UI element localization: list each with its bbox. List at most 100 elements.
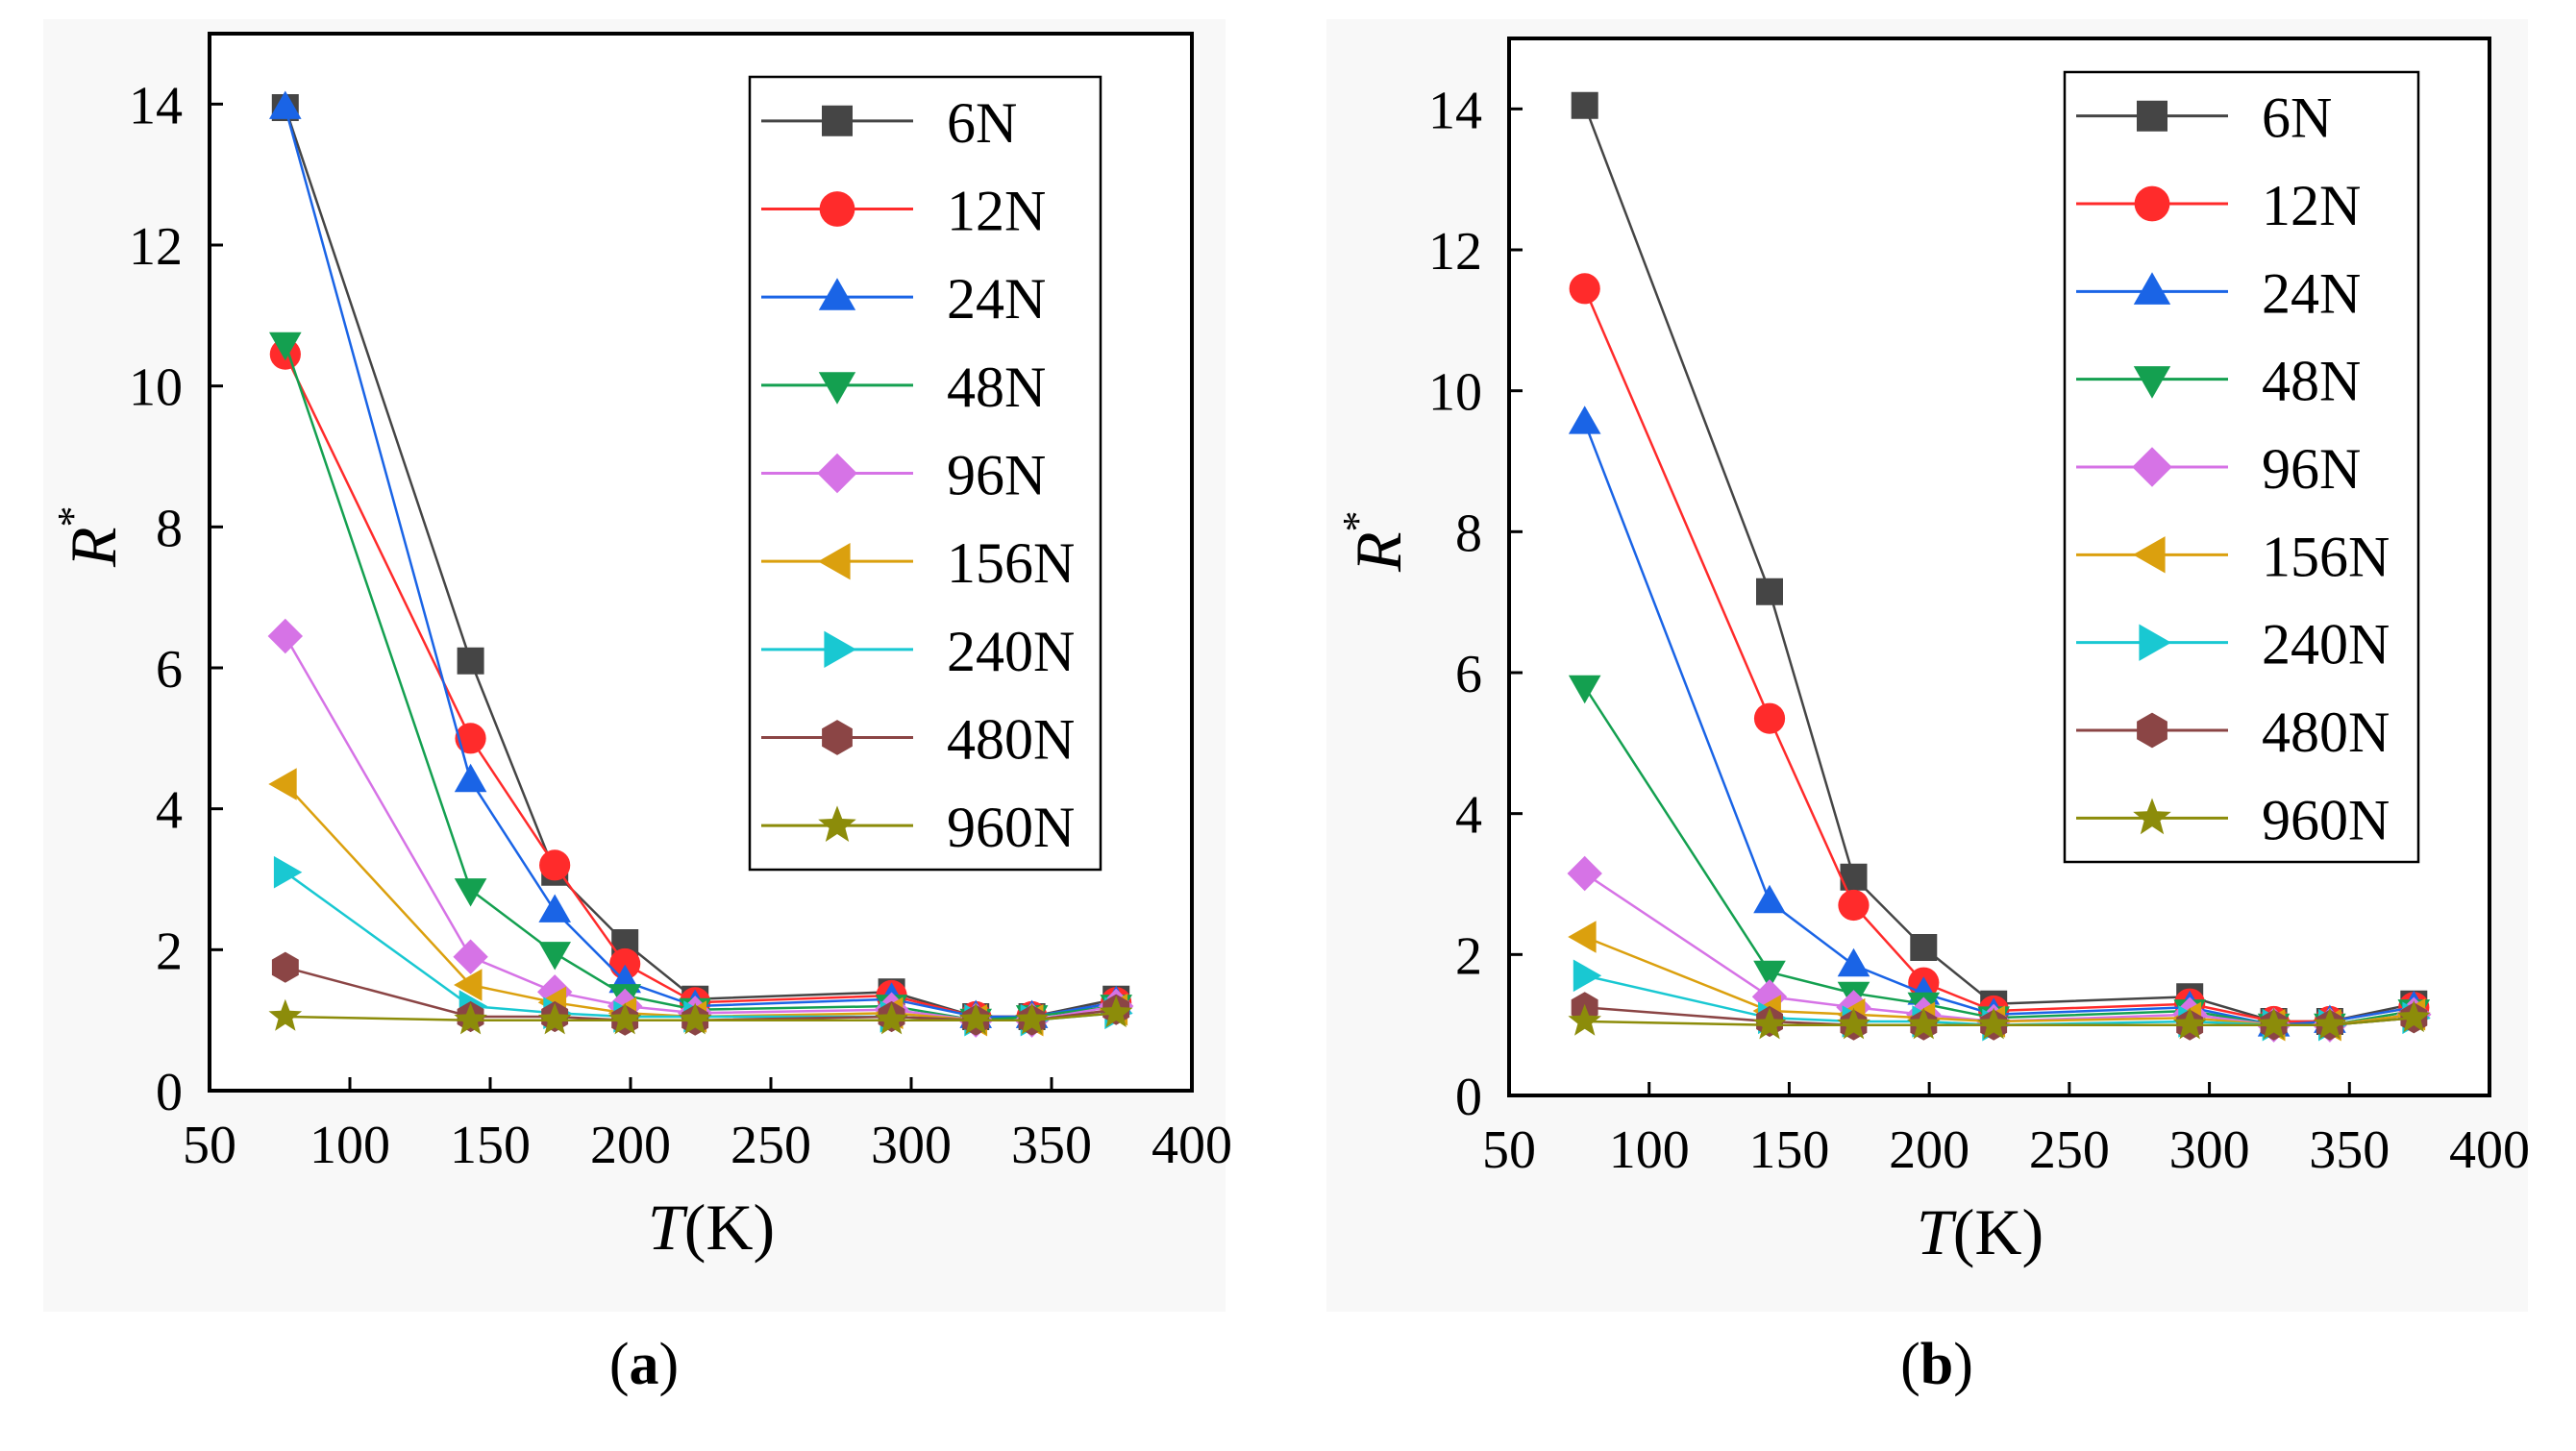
data-point-960N [268, 998, 303, 1031]
y-axis-label: R* [1334, 510, 1415, 573]
data-point-96N [1567, 855, 1602, 892]
data-point-960N [1976, 1007, 2011, 1040]
data-point-48N [454, 878, 487, 907]
x-tick-label: 100 [1609, 1120, 1690, 1180]
legend-label-24N: 24N [2262, 261, 2361, 325]
legend-marker-156N [2133, 536, 2166, 574]
legend-marker-480N [2137, 712, 2167, 749]
legend-marker-24N [818, 278, 856, 310]
data-point-48N [269, 332, 302, 361]
data-point-960N [2172, 1007, 2207, 1040]
x-tick-label: 150 [1748, 1120, 1829, 1180]
legend-marker-240N [824, 630, 856, 668]
data-point-6N [457, 647, 484, 675]
data-point-12N [455, 723, 486, 754]
panel-a-caption: (a) [608, 1332, 680, 1397]
y-tick-label: 12 [1428, 222, 1482, 282]
data-point-12N [609, 947, 641, 980]
data-point-480N [271, 951, 299, 983]
data-point-12N [1753, 702, 1786, 734]
x-tick-label: 300 [871, 1116, 952, 1175]
x-axis-label: T(K) [1917, 1195, 2043, 1268]
legend-marker-12N [2134, 185, 2170, 222]
x-tick-label: 50 [1482, 1120, 1536, 1180]
data-point-96N [267, 618, 303, 654]
x-axis-label: T(K) [648, 1191, 775, 1264]
x-tick-label: 400 [2449, 1120, 2530, 1180]
chart-panel-a: 50 100 150 200 250 300 350 400 0 2 4 6 8 10 12 14 T(K) R*… [49, 32, 1232, 1264]
legend-label-24N: 24N [947, 267, 1046, 331]
x-tick-label: 150 [450, 1116, 531, 1175]
x-tick-label: 350 [2309, 1120, 2390, 1180]
legend-label-960N: 960N [947, 796, 1075, 859]
data-point-240N [1573, 959, 1602, 993]
data-point-6N [1840, 863, 1868, 891]
data-point-960N [454, 1002, 487, 1035]
data-point-48N [538, 942, 571, 971]
legend: 6N 12N 24N 48N 96N 156N 240N 480N 960N [748, 75, 1102, 872]
data-point-960N [2257, 1007, 2291, 1040]
data-point-960N [2397, 1000, 2431, 1033]
data-point-960N [1099, 996, 1133, 1028]
legend-label-240N: 240N [947, 620, 1075, 683]
data-point-24N [454, 763, 487, 793]
x-tick-label: 200 [1889, 1120, 1969, 1180]
y-tick-label: 2 [156, 922, 183, 981]
legend-label-96N: 96N [947, 444, 1046, 507]
legend-label-12N: 12N [947, 180, 1046, 243]
legend-label-480N: 480N [947, 708, 1075, 772]
data-point-960N [1907, 1007, 1941, 1040]
y-tick-label: 0 [156, 1063, 183, 1122]
legend-marker-240N [2139, 624, 2171, 661]
y-tick-label: 4 [1455, 786, 1482, 846]
chart-panel-b: 50 100 150 200 250 300 350 400 0 2 4 6 8 10 12 14 T(K) R*… [1334, 37, 2530, 1268]
data-point-24N [1568, 406, 1601, 434]
legend-marker-156N [818, 543, 851, 580]
legend-marker-48N [818, 372, 856, 405]
data-point-6N [1571, 91, 1598, 119]
x-tick-label: 400 [1152, 1116, 1232, 1175]
data-point-24N [538, 894, 571, 922]
data-point-960N [875, 1002, 908, 1035]
legend-label-240N: 240N [2262, 613, 2390, 676]
legend-label-48N: 48N [2262, 350, 2361, 413]
y-tick-label: 6 [1455, 645, 1482, 704]
data-point-96N [453, 939, 488, 974]
legend-label-480N: 480N [2262, 701, 2390, 764]
panel-b-letter: b [1920, 1332, 1954, 1397]
data-point-156N [454, 969, 483, 1001]
data-point-12N [539, 849, 571, 881]
data-point-960N [958, 1002, 993, 1035]
legend: 6N 12N 24N 48N 96N 156N 240N 480N 960N [2063, 70, 2420, 864]
data-point-960N [678, 1002, 712, 1035]
data-point-960N [1568, 1003, 1601, 1036]
y-tick-label: 8 [156, 499, 183, 558]
data-point-96N [537, 974, 573, 1010]
data-point-156N [1568, 921, 1597, 953]
x-tick-label: 300 [2169, 1120, 2250, 1180]
legend-label-960N: 960N [2262, 788, 2390, 851]
legend-marker-6N [822, 105, 853, 136]
data-point-12N [1569, 273, 1600, 305]
y-tick-label: 10 [129, 358, 183, 418]
legend-label-12N: 12N [2262, 174, 2361, 237]
legend-marker-12N [819, 191, 855, 227]
panel-a-letter: a [629, 1332, 659, 1397]
data-point-960N [2313, 1007, 2347, 1040]
legend-label-96N: 96N [2262, 437, 2361, 501]
legend-label-48N: 48N [947, 356, 1046, 419]
y-tick-label: 6 [156, 640, 183, 700]
data-point-6N [1910, 934, 1938, 961]
data-point-48N [1753, 960, 1786, 990]
data-point-960N [1752, 1007, 1787, 1040]
y-tick-label: 10 [1428, 363, 1482, 423]
legend-marker-96N [2132, 447, 2172, 487]
y-tick-label: 4 [156, 781, 183, 841]
axes-frame [208, 32, 1194, 1093]
y-tick-label: 2 [1455, 926, 1482, 986]
x-tick-label: 50 [183, 1116, 236, 1175]
y-tick-label: 14 [1428, 81, 1482, 140]
x-tick-label: 250 [731, 1116, 811, 1175]
y-tick-label: 12 [129, 217, 183, 277]
